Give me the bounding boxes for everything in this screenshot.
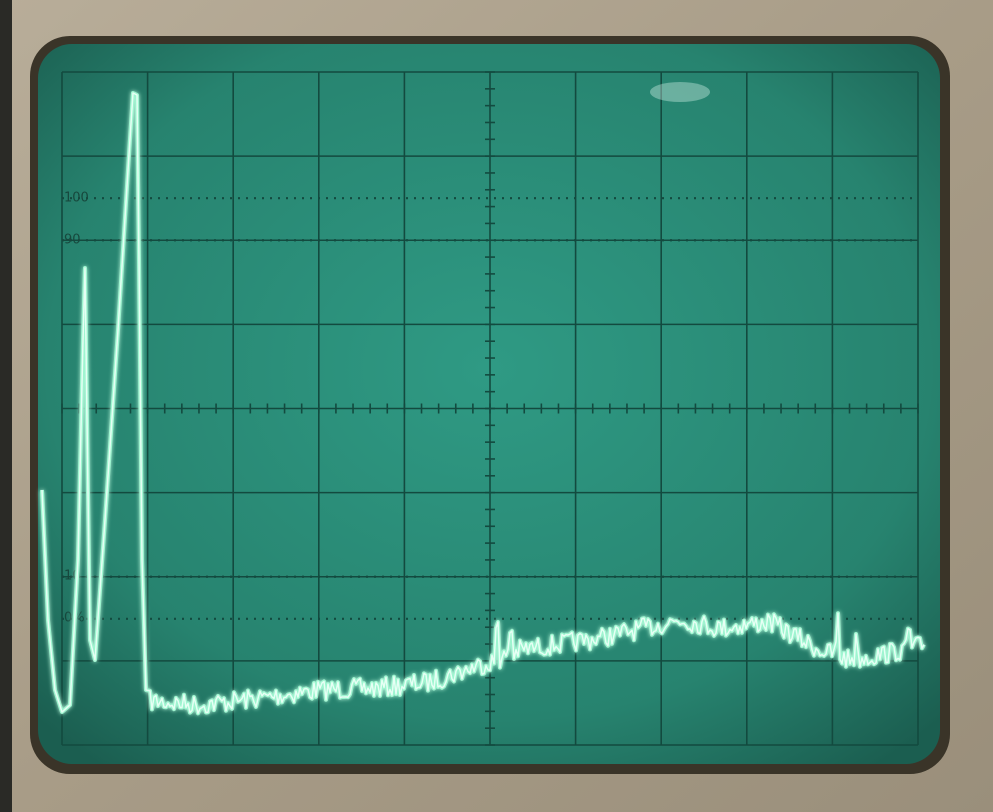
screen bbox=[38, 44, 940, 764]
bezel-edge bbox=[0, 0, 12, 812]
label-100: 100 bbox=[64, 191, 89, 206]
page: 100 90 10 0% (() => { const data = JSON.… bbox=[0, 0, 993, 812]
label-90: 90 bbox=[64, 233, 81, 248]
oscilloscope-photo: 100 90 10 0% bbox=[0, 0, 993, 812]
glare bbox=[650, 82, 710, 102]
